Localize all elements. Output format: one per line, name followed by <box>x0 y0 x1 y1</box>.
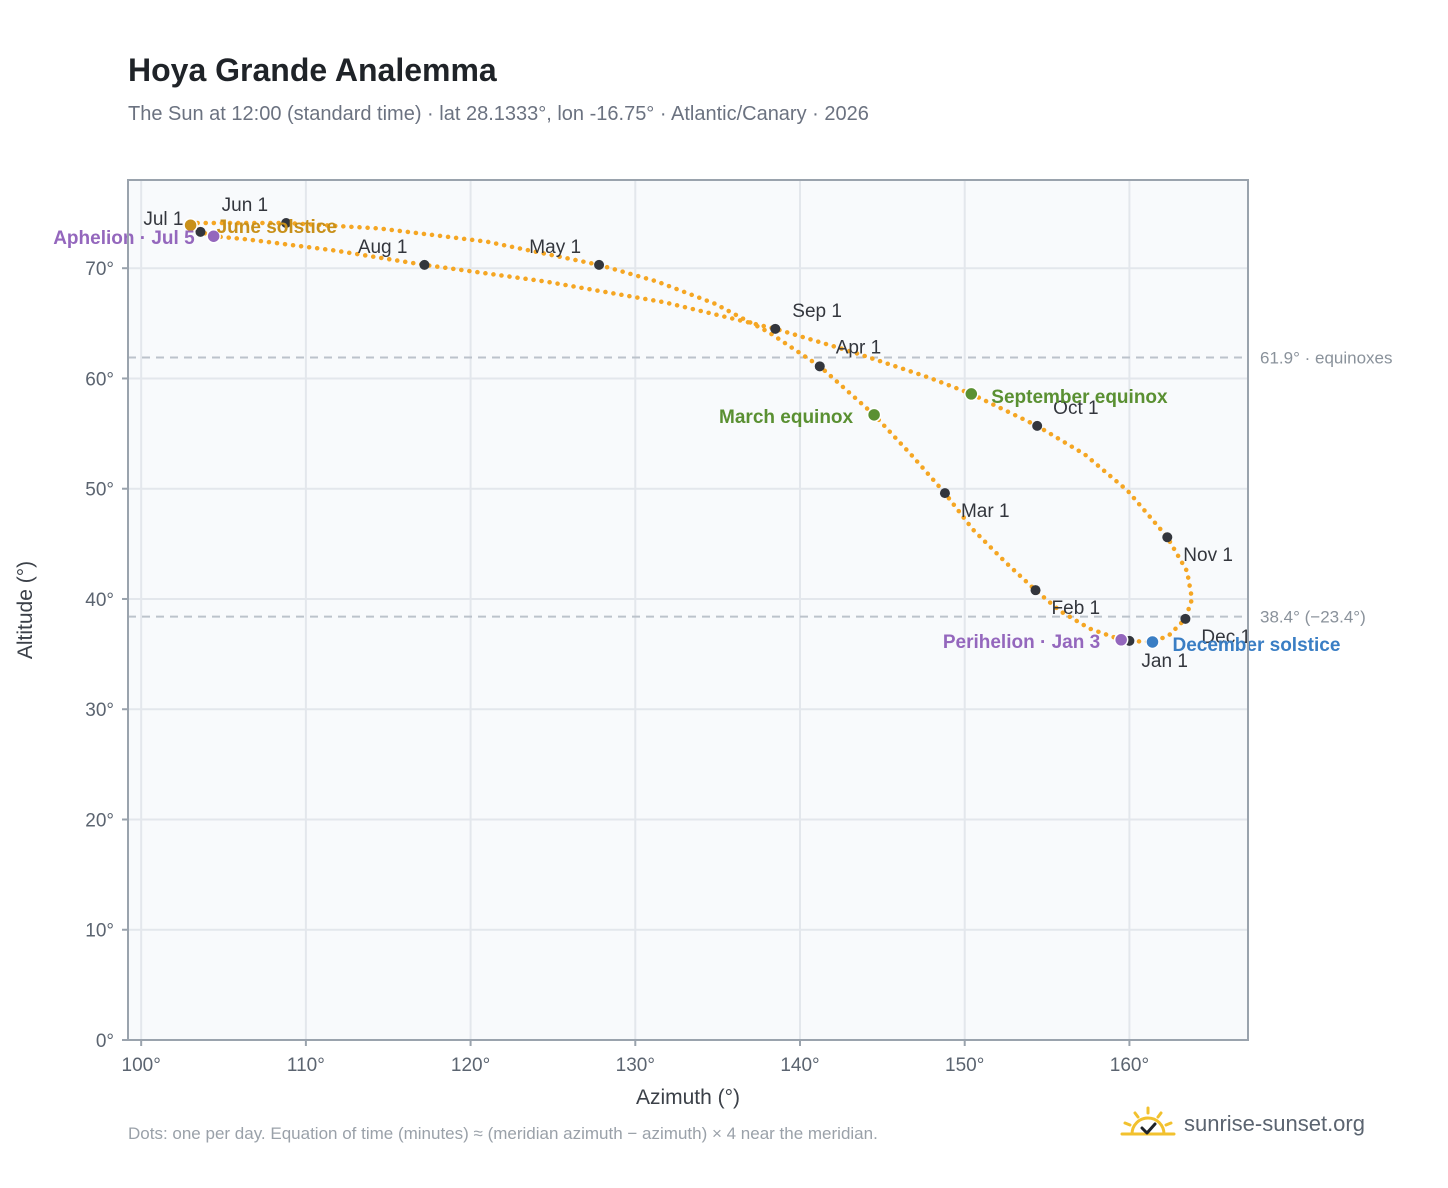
y-tick-label: 10° <box>85 921 114 942</box>
chart-subtitle: The Sun at 12:00 (standard time) · lat 2… <box>128 103 869 125</box>
month-label: Mar 1 <box>961 501 1010 522</box>
x-tick-label: 140° <box>780 1055 819 1076</box>
reference-line-label: 38.4° (−23.4°) <box>1260 608 1366 627</box>
month-label: Aug 1 <box>358 237 408 258</box>
month-marker <box>1162 532 1173 543</box>
event-marker-equinox <box>964 386 979 402</box>
month-label: May 1 <box>529 237 581 258</box>
month-marker <box>195 226 206 237</box>
plot-area <box>128 180 1248 1040</box>
event-marker-aphelion <box>206 228 221 244</box>
analemma-curve <box>188 220 1195 645</box>
x-tick-label: 100° <box>122 1055 161 1076</box>
month-label: Jun 1 <box>222 195 268 216</box>
event-label: Aphelion · Jul 5 <box>53 228 195 249</box>
y-tick-label: 20° <box>85 810 114 831</box>
reference-line-label: 61.9° · equinoxes <box>1260 349 1393 368</box>
daily-dots-path <box>188 220 1195 645</box>
event-label: December solstice <box>1172 635 1340 656</box>
brand-logo[interactable]: sunrise-sunset.org <box>1120 1102 1365 1146</box>
event-marker-june-solstice <box>183 217 198 233</box>
month-marker <box>281 218 292 228</box>
y-tick-label: 30° <box>85 700 114 721</box>
month-marker <box>1030 585 1041 596</box>
month-marker <box>770 323 781 334</box>
chart-title: Hoya Grande Analemma <box>128 52 497 88</box>
month-marker <box>814 361 825 372</box>
data-points <box>183 217 1191 650</box>
y-tick-label: 0° <box>96 1031 114 1052</box>
month-label: Dec 1 <box>1201 627 1251 648</box>
month-label: Apr 1 <box>836 337 881 358</box>
x-tick-label: 130° <box>616 1055 655 1076</box>
month-marker <box>1032 420 1043 431</box>
x-tick-label: 160° <box>1110 1055 1149 1076</box>
plot-frame <box>127 179 1249 1041</box>
event-marker-december-solstice <box>1145 634 1160 650</box>
month-marker <box>939 488 950 499</box>
x-tick-label: 120° <box>451 1055 490 1076</box>
sun-logo-icon <box>1120 1106 1176 1136</box>
x-tick-label: 110° <box>287 1055 325 1076</box>
y-tick-label: 70° <box>85 259 114 280</box>
x-axis-label: Azimuth (°) <box>636 1086 740 1109</box>
event-marker-perihelion <box>1113 632 1129 648</box>
month-marker <box>1180 613 1191 624</box>
y-tick-label: 60° <box>85 369 114 390</box>
month-label: Nov 1 <box>1183 545 1233 566</box>
event-label: September equinox <box>991 387 1168 408</box>
month-label: Feb 1 <box>1052 598 1101 619</box>
month-label: Oct 1 <box>1053 398 1098 419</box>
y-axis-label: Altitude (°) <box>14 561 37 659</box>
month-label: Jan 1 <box>1141 651 1187 672</box>
point-labels: Jan 1 Feb 1 Mar 1 Apr 1 May 1 Jun 1 Jul 1 Aug 1… <box>53 195 1340 672</box>
month-marker <box>594 259 605 270</box>
month-label: Sep 1 <box>792 301 842 322</box>
event-label: March equinox <box>719 407 854 428</box>
event-label: Perihelion · Jan 3 <box>943 632 1100 653</box>
footnote: Dots: one per day. Equation of time (min… <box>128 1124 878 1143</box>
y-tick-label: 50° <box>85 480 114 501</box>
event-label: June solstice <box>217 217 337 238</box>
brand-name: sunrise-sunset.org <box>1184 1111 1365 1136</box>
month-marker <box>419 259 430 270</box>
event-marker-equinox <box>866 407 882 423</box>
grid <box>128 180 1248 1041</box>
x-tick-label: 150° <box>945 1055 984 1076</box>
axes: 100° 110° 120° 130° 140° 150° 160° 0° 10° 20° 30° 4… <box>14 259 1149 1109</box>
reference-lines: 61.9° · equinoxes 38.4° (−23.4°) <box>128 349 1393 627</box>
month-label: Jul 1 <box>143 209 183 230</box>
y-tick-label: 40° <box>85 590 114 611</box>
